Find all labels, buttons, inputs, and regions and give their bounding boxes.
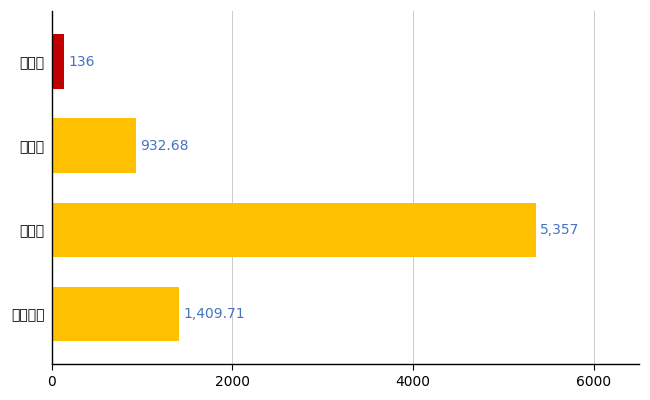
Text: 5,357: 5,357 <box>540 223 580 237</box>
Text: 1,409.71: 1,409.71 <box>183 307 245 321</box>
Text: 932.68: 932.68 <box>140 139 189 153</box>
Bar <box>51 34 64 89</box>
Text: 136: 136 <box>68 54 95 68</box>
Bar <box>51 202 536 257</box>
Bar <box>51 287 179 341</box>
Bar <box>51 118 136 173</box>
